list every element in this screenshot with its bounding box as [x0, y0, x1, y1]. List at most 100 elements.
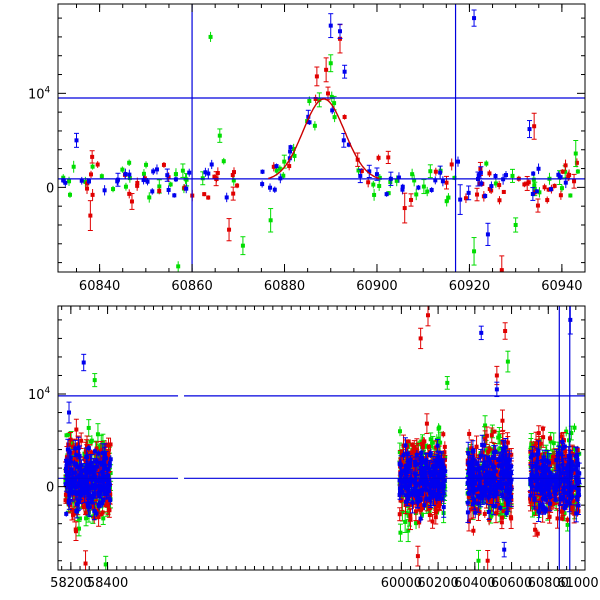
x-tick-label: 60940	[541, 279, 582, 294]
plot-frame	[57, 3, 586, 273]
red-point	[526, 180, 531, 185]
green-point	[377, 175, 382, 180]
blue-point	[64, 458, 69, 463]
red-point	[83, 511, 88, 516]
blue-point	[98, 486, 103, 491]
blue-point	[433, 458, 438, 463]
green-point	[446, 195, 451, 200]
blue-point	[424, 462, 429, 467]
blue-point	[478, 170, 483, 175]
green-point	[66, 432, 71, 437]
red-point	[420, 441, 425, 446]
green-point	[477, 505, 482, 510]
blue-point	[413, 485, 418, 490]
red-point	[424, 421, 429, 426]
blue-point	[92, 508, 97, 513]
blue-point	[64, 511, 69, 516]
green-point	[173, 172, 178, 177]
red-point	[76, 442, 81, 447]
blue-point	[127, 172, 132, 177]
blue-point	[75, 502, 80, 507]
red-point	[82, 457, 87, 462]
blue-point	[224, 195, 229, 200]
blue-point	[166, 187, 171, 192]
blue-point	[96, 479, 101, 484]
green-point	[428, 437, 433, 442]
blue-point	[79, 478, 84, 483]
green-point	[76, 526, 81, 531]
blue-point	[536, 166, 541, 171]
blue-point	[87, 466, 92, 471]
red-point	[402, 206, 407, 211]
green-point	[240, 243, 245, 248]
red-point	[166, 175, 171, 180]
green-point	[510, 173, 515, 178]
zoom-panel: 60840 60860 60880 60900 60920 60940 0 104	[28, 3, 586, 294]
red-point	[409, 197, 414, 202]
blue-point	[82, 481, 87, 486]
blue-point	[76, 481, 81, 486]
green-point	[386, 191, 391, 196]
blue-point	[79, 178, 84, 183]
blue-point	[367, 169, 372, 174]
blue-point	[404, 474, 409, 479]
blue-point	[423, 486, 428, 491]
red-point	[483, 437, 488, 442]
blue-point	[74, 138, 79, 143]
blue-point	[418, 477, 423, 482]
blue-point	[100, 462, 105, 467]
blue-point	[328, 23, 333, 28]
blue-point	[399, 472, 404, 477]
blue-point	[414, 483, 419, 488]
red-point	[231, 191, 236, 196]
blue-point	[423, 475, 428, 480]
green-point	[157, 184, 162, 189]
green-point	[168, 182, 173, 187]
red-point	[410, 442, 415, 447]
red-point	[107, 507, 112, 512]
green-point	[497, 433, 502, 438]
red-point	[325, 91, 330, 96]
blue-point	[424, 479, 429, 484]
green-point	[328, 61, 333, 66]
blue-point	[428, 483, 433, 488]
red-point	[398, 498, 403, 503]
blue-point	[427, 488, 432, 493]
blue-point	[423, 460, 428, 465]
blue-point	[433, 493, 438, 498]
blue-point	[93, 483, 98, 488]
blue-point	[420, 466, 425, 471]
blue-point	[86, 493, 91, 498]
red-point	[72, 511, 77, 516]
blue-point	[424, 496, 429, 501]
red-point	[73, 456, 78, 461]
green-point	[490, 429, 495, 434]
x-tick-label: 60840	[79, 279, 120, 294]
green-point	[532, 186, 537, 191]
red-point	[386, 155, 391, 160]
red-point	[497, 183, 502, 188]
green-point	[388, 180, 393, 185]
red-point	[96, 473, 101, 478]
green-point	[394, 178, 399, 183]
blue-point	[87, 505, 92, 510]
red-point	[412, 447, 417, 452]
blue-point	[123, 172, 128, 177]
red-point	[359, 168, 364, 173]
red-point	[406, 472, 411, 477]
green-point	[414, 192, 419, 197]
green-point	[67, 192, 72, 197]
green-point	[84, 516, 89, 521]
blue-point	[115, 179, 120, 184]
green-point	[398, 530, 403, 535]
blue-point	[203, 170, 208, 175]
blue-point	[68, 455, 73, 460]
blue-point	[101, 479, 106, 484]
blue-point	[187, 170, 192, 175]
blue-point	[401, 453, 406, 458]
red-point	[313, 96, 318, 101]
blue-point	[74, 508, 79, 513]
green-point	[99, 174, 104, 179]
blue-point	[94, 459, 99, 464]
blue-point	[374, 172, 379, 177]
